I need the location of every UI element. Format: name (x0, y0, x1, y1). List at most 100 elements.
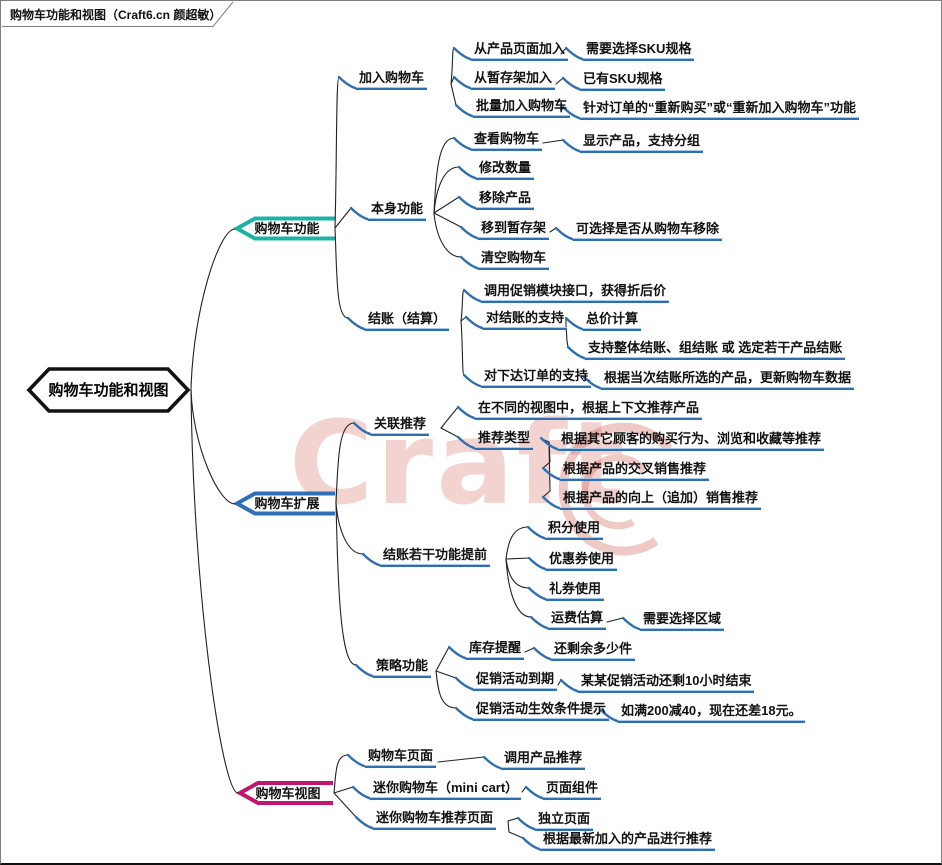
connector-line (334, 76, 340, 229)
topic-promo-condition-example[interactable]: 如满200减40，现在还差18元。 (618, 703, 805, 723)
connector-line (505, 557, 530, 560)
topic-add-from-product-page[interactable]: 从产品页面加入 (471, 41, 569, 61)
topic-coupon-use[interactable]: 优惠券使用 (546, 551, 618, 571)
topic-update-cart-data[interactable]: 根据当次结账所选的产品，更新购物车数据 (601, 370, 855, 390)
connector-line (450, 83, 457, 106)
topic-promo-module-discount[interactable]: 调用促销模块接口，获得折后价 (481, 283, 670, 303)
connector-line (565, 324, 569, 348)
connector-line (524, 647, 535, 653)
topic-checkout-functions-ahead[interactable]: 结账若干功能提前 (380, 547, 491, 567)
topic-recommend-by-latest[interactable]: 根据最新加入的产品进行推荐 (540, 831, 716, 851)
topic-has-sku[interactable]: 已有SKU规格 (580, 71, 666, 91)
connector-line (560, 47, 567, 55)
topic-add-from-staging-shelf[interactable]: 从暂存架加入 (471, 70, 556, 90)
branch-cart-extensions[interactable]: 购物车扩展 (254, 496, 320, 511)
connector-line (505, 526, 529, 560)
connector-line (433, 212, 462, 228)
connector-line (333, 754, 349, 794)
connector-line (507, 820, 524, 839)
topic-call-product-recommend[interactable]: 调用产品推荐 (501, 750, 586, 770)
connector-line (190, 389, 236, 505)
connector-line (433, 196, 460, 214)
connector-line (505, 558, 532, 618)
topic-remove-product[interactable]: 移除产品 (476, 190, 535, 210)
connector-line (334, 207, 352, 229)
topic-stock-remaining[interactable]: 还剩余多少件 (551, 641, 636, 661)
connector-line (435, 670, 457, 709)
topic-points-use[interactable]: 积分使用 (545, 520, 604, 540)
connector-line (460, 320, 465, 376)
header-tab-outline (2, 1, 234, 27)
topic-need-select-sku[interactable]: 需要选择SKU规格 (583, 41, 695, 61)
connector-line (555, 77, 564, 85)
topic-modify-quantity[interactable]: 修改数量 (476, 160, 535, 180)
topic-shipping-estimate[interactable]: 运费估算 (548, 610, 607, 630)
connector-line (433, 212, 462, 258)
connector-line (450, 76, 455, 85)
topic-clear-cart[interactable]: 清空购物车 (478, 250, 550, 270)
connector-line (335, 502, 357, 666)
topic-strategy-functions[interactable]: 策略功能 (373, 658, 432, 678)
connector-line (542, 139, 564, 144)
topic-other-customers[interactable]: 根据其它顾客的购买行为、浏览和收藏等推荐 (558, 431, 825, 451)
topic-mini-cart-recommend-page[interactable]: 迷你购物车推荐页面 (373, 810, 497, 830)
connector-line (549, 227, 557, 233)
connector-line (507, 817, 519, 822)
topic-show-products-grouping[interactable]: 显示产品，支持分组 (580, 133, 704, 153)
connector-line (606, 617, 624, 623)
connector-line (190, 228, 236, 391)
connector-line (437, 756, 485, 763)
connector-line (542, 441, 551, 498)
topic-promo-condition-hint[interactable]: 促销活动生效条件提示 (473, 701, 610, 721)
connector-line (433, 166, 460, 214)
topic-mini-cart[interactable]: 迷你购物车（mini cart） (370, 780, 522, 800)
topic-batch-add[interactable]: 批量加入购物车 (473, 98, 571, 118)
root-topic[interactable]: 购物车功能和视图 (48, 382, 169, 399)
connector-line (190, 389, 239, 794)
connector-line (435, 646, 450, 672)
branch-shape-cart-views[interactable] (235, 781, 333, 805)
topic-move-to-staging[interactable]: 移到暂存架 (478, 220, 550, 240)
branch-cart-functions[interactable]: 购物车功能 (254, 221, 320, 236)
connector-line (460, 289, 465, 322)
root-shape[interactable] (26, 367, 191, 413)
connector-line (335, 422, 355, 504)
topic-promo-expiry[interactable]: 促销活动到期 (473, 671, 558, 691)
topic-cart-page[interactable]: 购物车页面 (365, 748, 437, 768)
topic-related-recommend[interactable]: 关联推荐 (371, 416, 430, 436)
connector-lines (190, 47, 624, 839)
topic-checkout-modes[interactable]: 支持整体结账、组结账 或 选定若干产品结账 (585, 340, 846, 360)
connector-line (335, 502, 364, 555)
branch-cart-views[interactable]: 购物车视图 (255, 786, 321, 801)
connector-line (435, 670, 457, 679)
branch-shape-cart-functions[interactable] (232, 216, 335, 241)
topic-promo-expiry-example[interactable]: 某某促销活动还剩10小时结束 (578, 673, 755, 693)
connector-line (440, 427, 459, 438)
topic-total-price[interactable]: 总价计算 (583, 311, 642, 331)
topic-stock-reminder[interactable]: 库存提醒 (466, 640, 525, 660)
topic-context-recommend[interactable]: 在不同的视图中，根据上下文推荐产品 (475, 400, 703, 420)
topic-view-cart[interactable]: 查看购物车 (471, 131, 543, 151)
topic-standalone-page[interactable]: 独立页面 (535, 811, 594, 831)
topic-core-functions[interactable]: 本身功能 (368, 201, 427, 221)
topic-reorder-note[interactable]: 针对订单的“重新购买”或“重新加入购物车”功能 (580, 100, 860, 120)
connector-line (333, 786, 354, 794)
topic-cross-sell[interactable]: 根据产品的交叉销售推荐 (560, 461, 710, 481)
connector-line (440, 406, 459, 429)
topic-checkout-support[interactable]: 对结账的支持 (483, 310, 568, 330)
topic-checkout[interactable]: 结账（结算） (365, 311, 450, 331)
topic-recommend-types[interactable]: 推荐类型 (475, 430, 534, 450)
connector-line (433, 137, 455, 214)
branch-shape-cart-extensions[interactable] (232, 491, 335, 516)
page-title-tab: 购物车功能和视图（Craft6.cn 颜超敏） (10, 8, 222, 22)
topic-optional-remove[interactable]: 可选择是否从购物车移除 (573, 221, 723, 241)
connector-line (334, 227, 349, 319)
topic-page-component[interactable]: 页面组件 (543, 780, 602, 800)
connector-line (333, 792, 357, 818)
topic-select-region[interactable]: 需要选择区域 (640, 611, 725, 631)
topic-add-to-cart[interactable]: 加入购物车 (356, 70, 428, 90)
topic-gift-voucher-use[interactable]: 礼券使用 (546, 581, 605, 601)
topic-up-sell[interactable]: 根据产品的向上（追加）销售推荐 (560, 490, 762, 510)
topic-order-support[interactable]: 对下达订单的支持 (481, 368, 592, 388)
